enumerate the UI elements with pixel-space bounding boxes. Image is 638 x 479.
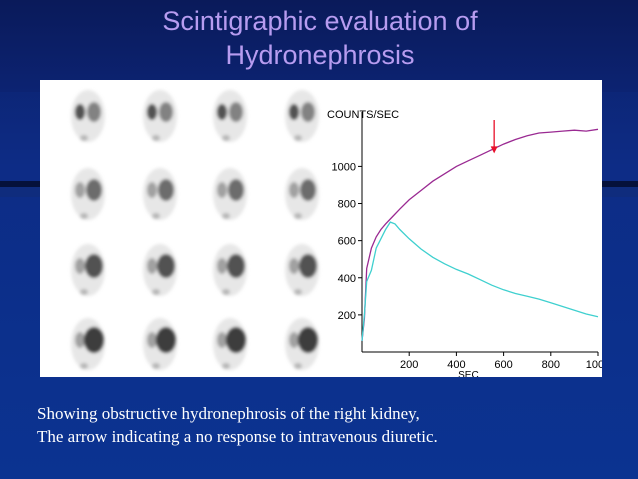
y-tick-label: 800 <box>338 199 356 211</box>
x-axis-label: SEC <box>458 370 479 377</box>
x-tick-label: 200 <box>400 359 418 371</box>
renogram-svg: 200 400 600 800 1000 200 400 600 800 1000 COUNTS/S… <box>327 109 602 377</box>
caption-line-2: The arrow indicating a no response to in… <box>37 427 438 446</box>
slide-title: Scintigraphic evaluation of Hydronephros… <box>80 4 560 72</box>
scan-frame <box>130 314 188 376</box>
scan-frame <box>58 86 116 148</box>
diuretic-arrow-head <box>490 146 498 154</box>
y-tick-label: 1000 <box>332 161 356 173</box>
scan-frame <box>58 240 116 302</box>
x-tick-label: 1000 <box>586 359 602 371</box>
scan-frame <box>130 164 188 226</box>
scan-frame <box>200 164 258 226</box>
caption-line-1: Showing obstructive hydronephrosis of th… <box>37 404 420 423</box>
scan-frame <box>200 86 258 148</box>
y-tick-label: 400 <box>338 273 356 285</box>
scan-frame <box>272 86 330 148</box>
renogram-chart: 200 400 600 800 1000 200 400 600 800 1000 COUNTS/S… <box>316 102 602 377</box>
scan-frame <box>58 164 116 226</box>
scan-frame <box>200 314 258 376</box>
right-kidney-curve <box>361 128 599 341</box>
scan-frame <box>130 240 188 302</box>
x-tick-label: 800 <box>542 359 560 371</box>
left-kidney-curve <box>361 221 599 341</box>
title-line-2: Hydronephrosis <box>225 40 415 70</box>
title-band <box>0 0 638 92</box>
scan-frame <box>130 86 188 148</box>
y-tick-label: 200 <box>338 310 356 322</box>
scan-frame <box>272 314 330 376</box>
x-tick-label: 600 <box>494 359 512 371</box>
renal-scan-grid <box>40 80 358 377</box>
scan-frame <box>58 314 116 376</box>
scintigraphy-figure: 200 400 600 800 1000 200 400 600 800 1000 COUNTS/S… <box>40 80 602 377</box>
x-tick-label: 400 <box>447 359 465 371</box>
slide-caption: Showing obstructive hydronephrosis of th… <box>37 402 627 448</box>
y-tick-label: 600 <box>338 236 356 248</box>
scan-frame <box>272 240 330 302</box>
scan-frame <box>200 240 258 302</box>
y-axis-label: COUNTS/SEC <box>327 109 399 121</box>
scan-frame <box>272 164 330 226</box>
title-line-1: Scintigraphic evaluation of <box>162 6 478 36</box>
